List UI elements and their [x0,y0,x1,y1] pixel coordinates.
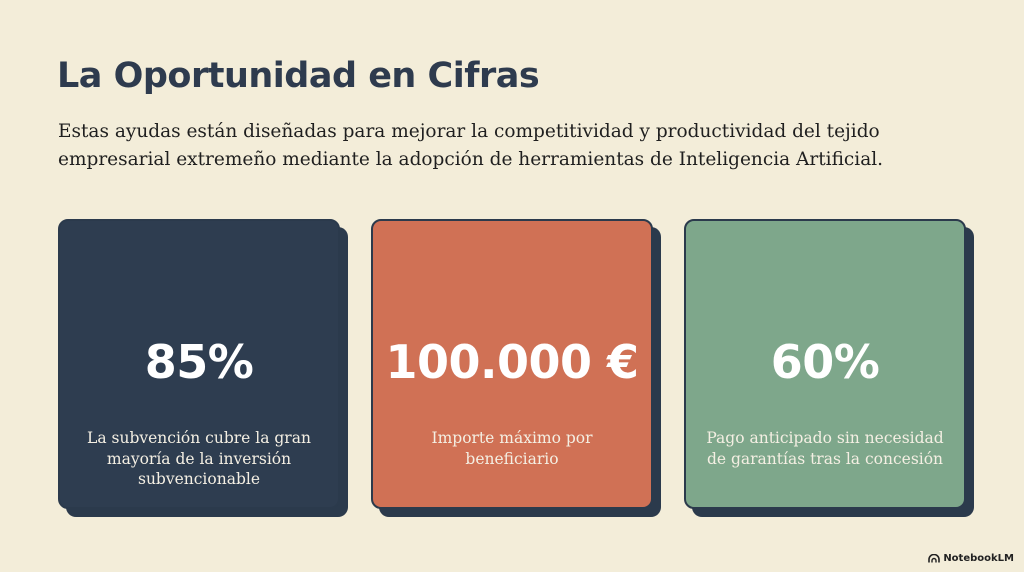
stat-value: 100.000 € [385,335,639,389]
stat-description: Pago anticipado sin necesidad de garantí… [706,428,944,469]
stat-description-line: mayoría de la inversión [106,449,292,468]
intro-line: Estas ayudas están diseñadas para mejora… [58,121,880,142]
intro-paragraph: Estas ayudas están diseñadas para mejora… [58,118,938,174]
stat-value: 60% [770,335,880,389]
card-panel: 100.000 € Importe máximo por beneficiari… [371,219,653,509]
stat-description: Importe máximo por beneficiario [393,428,631,469]
stat-description-line: Importe máximo por [431,429,593,447]
stat-card-subsidy: 85% La subvención cubre la gran mayoría … [58,219,348,517]
stat-description-line: de garantías tras la concesión [706,449,944,468]
stat-description-line: Pago anticipado sin necesidad [706,429,944,447]
stat-description-line: subvencionable [137,470,261,488]
stat-description-line: La subvención cubre la gran [87,429,311,447]
stat-description-line: beneficiario [465,449,559,468]
card-panel: 85% La subvención cubre la gran mayoría … [58,219,340,509]
intro-line: empresarial extremeño mediante la adopci… [58,149,884,170]
page-title: La Oportunidad en Cifras [57,56,540,96]
notebooklm-logo-icon [928,554,941,563]
stat-value: 85% [144,335,254,389]
notebooklm-label: NotebookLM [943,553,1014,564]
stat-card-advance-payment: 60% Pago anticipado sin necesidad de gar… [684,219,974,517]
stat-description: La subvención cubre la gran mayoría de l… [80,428,318,490]
stat-card-max-amount: 100.000 € Importe máximo por beneficiari… [371,219,661,517]
card-panel: 60% Pago anticipado sin necesidad de gar… [684,219,966,509]
notebooklm-branding: NotebookLM [928,553,1014,564]
